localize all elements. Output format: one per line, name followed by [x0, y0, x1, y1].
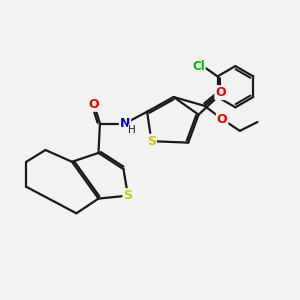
Text: N: N	[120, 117, 130, 130]
Text: Cl: Cl	[192, 60, 205, 73]
Text: O: O	[217, 112, 227, 126]
Text: S: S	[147, 135, 156, 148]
Text: S: S	[123, 189, 132, 202]
Text: H: H	[128, 125, 136, 135]
Text: O: O	[215, 86, 226, 99]
Text: O: O	[89, 98, 99, 111]
